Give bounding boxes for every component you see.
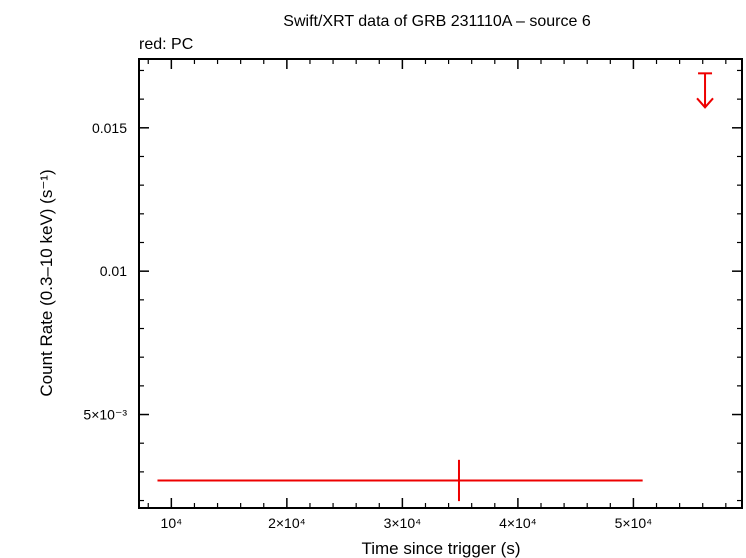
y-axis-label: Count Rate (0.3–10 keV) (s⁻¹) (37, 169, 56, 396)
x-tick-label: 2×10⁴ (268, 515, 306, 531)
plot-frame (138, 58, 743, 509)
x-tick-label: 10⁴ (161, 515, 183, 531)
y-axis: 5×10⁻³ 0.01 0.015 (83, 69, 742, 502)
chart-subtitle: red: PC (139, 36, 193, 53)
data-series-pc (157, 72, 714, 502)
y-tick-label: 0.015 (92, 120, 127, 136)
x-axis-label: Time since trigger (s) (361, 539, 520, 558)
upper-limit-arrowhead (696, 97, 714, 109)
x-tick-label: 3×10⁴ (384, 515, 422, 531)
x-tick-label: 5×10⁴ (615, 515, 653, 531)
chart-title: Swift/XRT data of GRB 231110A – source 6 (283, 13, 591, 30)
x-tick-label: 4×10⁴ (499, 515, 537, 531)
y-tick-label: 0.01 (100, 263, 127, 279)
x-axis: 10⁴ 2×10⁴ 3×10⁴ 4×10⁴ 5×10⁴ (147, 59, 727, 531)
y-tick-label: 5×10⁻³ (83, 407, 127, 423)
